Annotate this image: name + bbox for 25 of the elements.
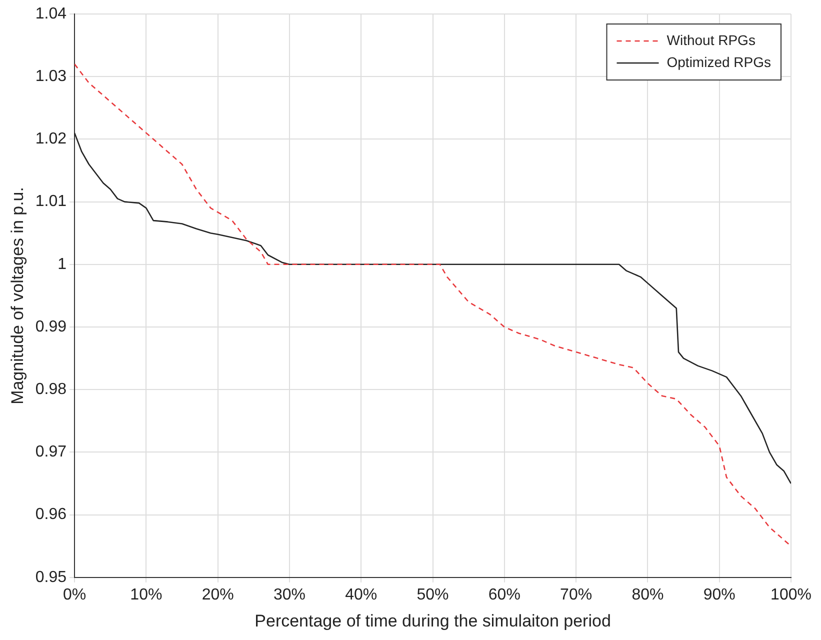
x-tick-label: 10% bbox=[130, 586, 162, 604]
x-tick-label: 0% bbox=[62, 586, 86, 604]
x-tick-label: 90% bbox=[703, 586, 736, 604]
y-axis-title: Magnitude of voltages in p.u. bbox=[8, 187, 27, 404]
x-axis-title: Percentage of time during the simulaiton period bbox=[254, 611, 611, 630]
y-tick-label: 0.95 bbox=[35, 568, 67, 586]
y-tick-label: 0.97 bbox=[35, 444, 67, 461]
x-tick-label: 30% bbox=[273, 586, 306, 604]
x-tick-label: 20% bbox=[202, 586, 234, 604]
x-tick-label: 100% bbox=[770, 586, 812, 604]
x-tick-label: 50% bbox=[416, 586, 449, 604]
x-tick-label: 40% bbox=[345, 586, 378, 604]
y-tick-label: 1.02 bbox=[35, 130, 67, 148]
x-tick-label: 80% bbox=[632, 586, 664, 604]
x-tick-label: 60% bbox=[488, 586, 520, 604]
y-tick-label: 0.98 bbox=[35, 381, 67, 398]
y-tick-label: 0.99 bbox=[35, 318, 67, 336]
legend-label: Optimized RPGs bbox=[666, 54, 771, 70]
x-tick-label: 70% bbox=[560, 586, 592, 604]
y-tick-label: 1.03 bbox=[35, 68, 67, 86]
y-tick-label: 1.04 bbox=[35, 5, 67, 22]
y-tick-label: 1.01 bbox=[35, 193, 67, 210]
legend-label: Without RPGs bbox=[666, 32, 756, 48]
y-tick-label: 0.96 bbox=[35, 506, 67, 524]
y-tick-label: 1 bbox=[58, 256, 67, 273]
